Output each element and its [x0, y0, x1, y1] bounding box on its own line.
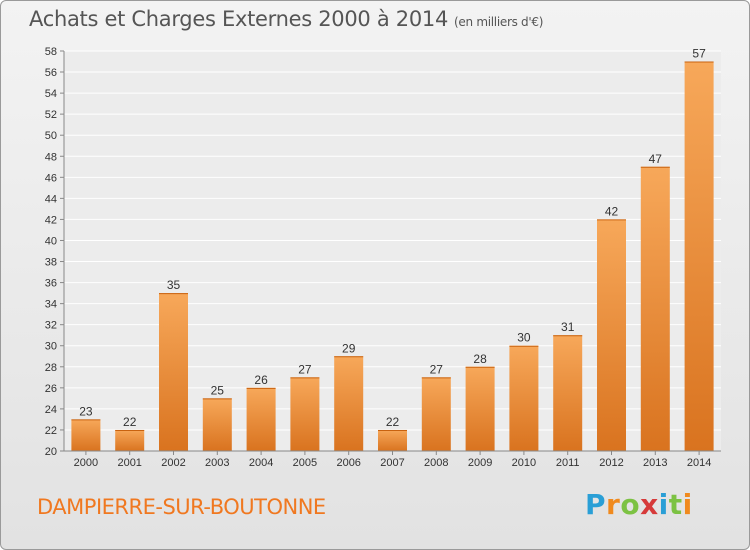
y-tick-label: 24 — [45, 404, 57, 416]
logo-letter: i — [658, 488, 669, 521]
data-label: 57 — [692, 47, 706, 61]
x-tick-label: 2008 — [424, 457, 448, 469]
logo-letter: t — [668, 488, 683, 521]
y-tick-label: 36 — [45, 278, 57, 290]
commune-name: DAMPIERRE-SUR-BOUTONNE — [37, 495, 326, 519]
logo-letter: r — [606, 488, 621, 521]
x-tick-label: 2014 — [687, 457, 711, 469]
data-label: 42 — [605, 204, 619, 218]
bar — [159, 293, 188, 451]
x-tick-label: 2003 — [205, 457, 229, 469]
bar — [246, 387, 276, 451]
y-tick-label: 20 — [45, 446, 57, 458]
y-tick-label: 52 — [45, 109, 57, 121]
data-label: 23 — [79, 404, 93, 418]
x-tick-label: 2002 — [161, 457, 185, 469]
logo-letter: P — [585, 488, 607, 521]
y-tick-label: 32 — [45, 320, 57, 332]
y-tick-label: 42 — [45, 214, 57, 226]
bar — [553, 335, 583, 451]
y-tick-label: 40 — [45, 235, 57, 247]
y-tick-label: 28 — [45, 362, 57, 374]
proxiti-logo: Proxiti — [585, 488, 693, 521]
chart-subtitle: (en milliers d'€) — [454, 15, 544, 29]
y-tick-label: 22 — [45, 425, 57, 437]
logo-letter: x — [640, 488, 659, 521]
y-tick-label: 38 — [45, 257, 57, 269]
data-label: 26 — [254, 373, 268, 387]
bar — [597, 219, 626, 451]
x-tick-label: 2004 — [249, 457, 273, 469]
x-tick-label: 2005 — [293, 457, 317, 469]
y-tick-label: 44 — [45, 193, 57, 205]
y-tick-label: 48 — [45, 151, 57, 163]
y-tick-label: 46 — [45, 172, 57, 184]
bar — [115, 429, 145, 451]
chart-title: Achats et Charges Externes 2000 à 2014 — [29, 7, 449, 31]
data-label: 47 — [649, 152, 663, 166]
data-label: 25 — [211, 383, 225, 397]
bar — [465, 366, 495, 451]
chart-title-block: Achats et Charges Externes 2000 à 2014 (e… — [29, 7, 543, 31]
bar — [202, 398, 232, 451]
data-label: 28 — [473, 352, 487, 366]
y-tick-label: 26 — [45, 383, 57, 395]
data-label: 27 — [430, 362, 444, 376]
x-tick-label: 2009 — [468, 457, 492, 469]
x-tick-label: 2000 — [74, 457, 98, 469]
data-label: 31 — [561, 320, 575, 334]
x-tick-label: 2011 — [556, 457, 580, 469]
data-label: 35 — [167, 278, 181, 292]
data-label: 22 — [123, 415, 137, 429]
x-tick-label: 2010 — [512, 457, 536, 469]
y-tick-label: 54 — [45, 88, 57, 100]
x-tick-label: 2013 — [643, 457, 667, 469]
data-label: 29 — [342, 341, 356, 355]
bar — [290, 377, 320, 451]
x-tick-label: 2006 — [336, 457, 360, 469]
data-label: 27 — [298, 362, 312, 376]
x-tick-label: 2001 — [117, 457, 141, 469]
y-tick-label: 50 — [45, 130, 57, 142]
bar — [509, 345, 539, 451]
y-tick-label: 34 — [45, 299, 57, 311]
y-tick-label: 58 — [45, 46, 57, 58]
logo-letter: o — [620, 488, 641, 521]
data-label: 22 — [386, 415, 400, 429]
x-tick-label: 2007 — [380, 457, 404, 469]
data-label: 30 — [517, 331, 531, 345]
bar — [421, 377, 451, 451]
y-tick-label: 56 — [45, 67, 57, 79]
bar — [378, 429, 407, 451]
x-tick-label: 2012 — [599, 457, 623, 469]
bar — [640, 166, 670, 451]
logo-letter: i — [682, 488, 693, 521]
y-tick-label: 30 — [45, 341, 57, 353]
bar — [684, 61, 714, 452]
bar — [71, 419, 101, 451]
bar — [334, 356, 364, 451]
